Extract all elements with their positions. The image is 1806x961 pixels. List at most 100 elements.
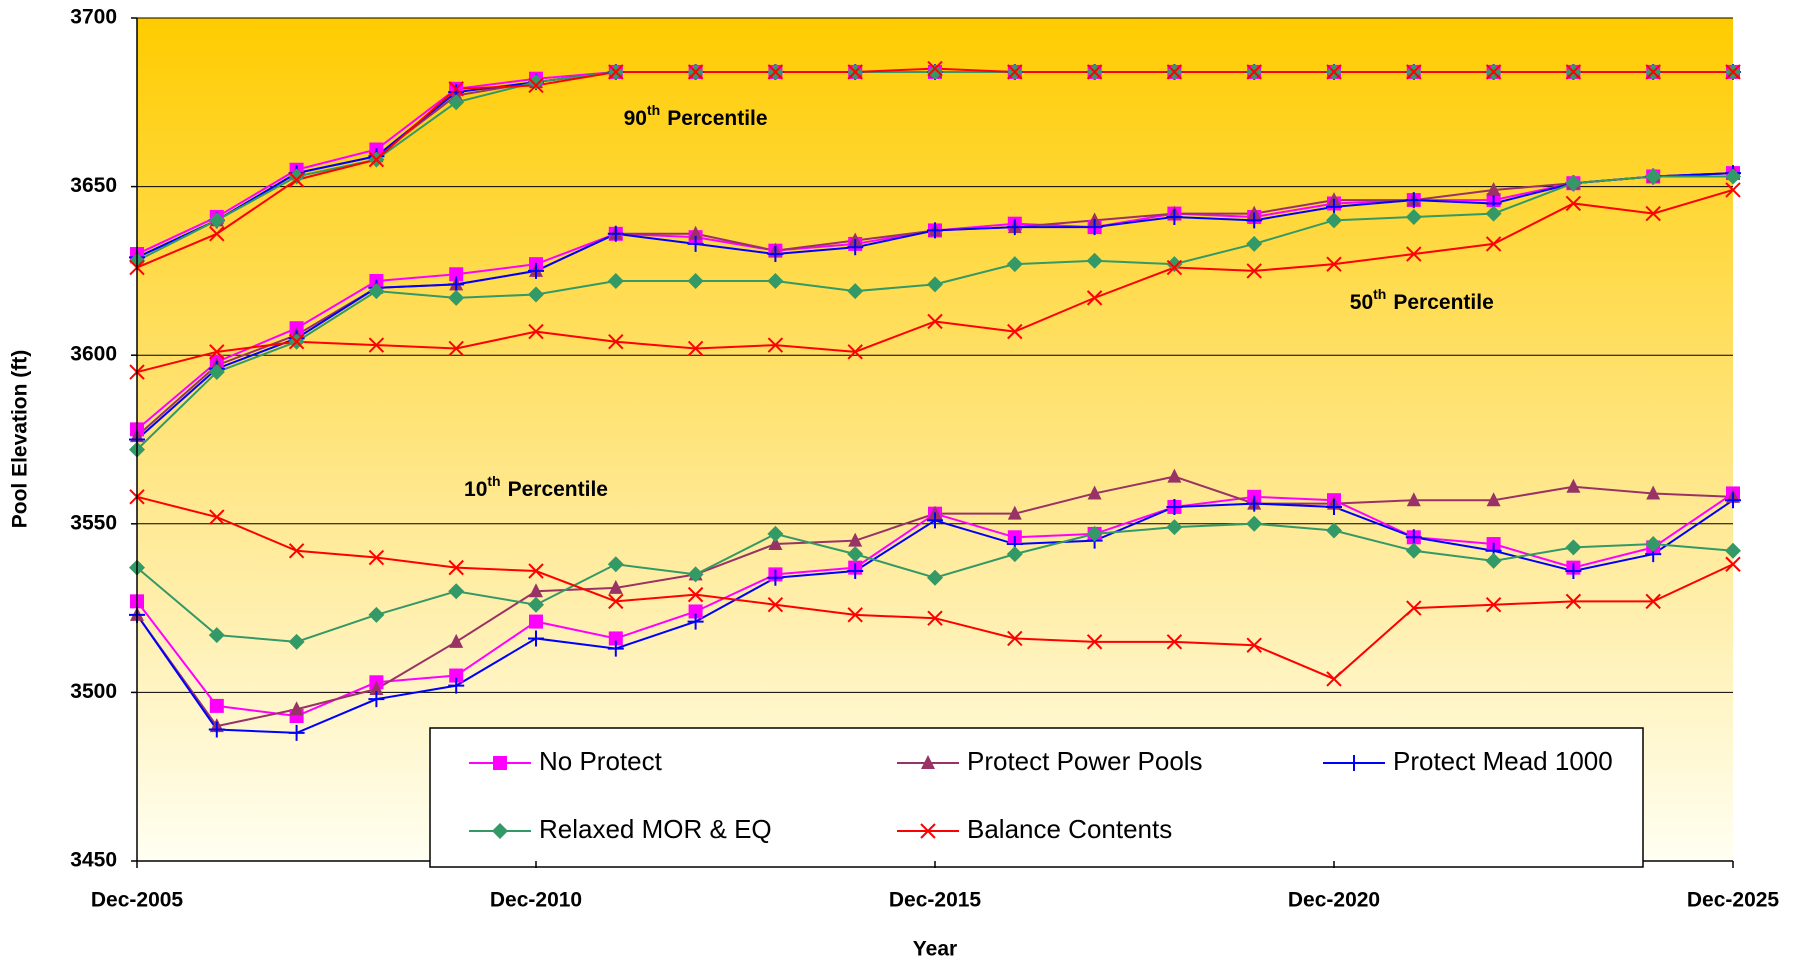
marker bbox=[1006, 219, 1023, 236]
marker bbox=[847, 64, 863, 80]
marker bbox=[767, 597, 784, 613]
marker bbox=[1565, 539, 1582, 556]
marker bbox=[847, 283, 864, 300]
marker bbox=[847, 239, 864, 256]
marker bbox=[767, 64, 784, 80]
x-tick-label: Dec-2010 bbox=[490, 889, 582, 912]
marker bbox=[1485, 205, 1502, 222]
marker bbox=[767, 337, 784, 353]
marker bbox=[1486, 181, 1501, 196]
marker bbox=[1246, 64, 1262, 80]
marker bbox=[607, 273, 624, 290]
annotation-number: 50 bbox=[1350, 290, 1373, 313]
marker bbox=[528, 74, 544, 91]
marker bbox=[1725, 182, 1741, 198]
annotation-suffix: th bbox=[487, 473, 500, 489]
marker bbox=[1166, 634, 1183, 650]
marker bbox=[767, 569, 784, 586]
marker bbox=[767, 246, 784, 263]
marker bbox=[927, 63, 943, 80]
marker bbox=[767, 273, 784, 290]
marker bbox=[1007, 323, 1023, 340]
marker bbox=[529, 583, 543, 598]
annotation: 10th Percentile bbox=[464, 473, 608, 501]
marker bbox=[1405, 529, 1422, 546]
marker bbox=[687, 235, 704, 252]
marker bbox=[1485, 236, 1502, 252]
marker bbox=[1246, 235, 1263, 252]
legend bbox=[429, 727, 1644, 868]
marker bbox=[848, 532, 863, 547]
marker bbox=[209, 698, 224, 713]
legend-entries: No Protect Protect Power Pools Protect Mea… bbox=[469, 746, 1613, 844]
marker bbox=[1406, 600, 1422, 616]
marker bbox=[1645, 205, 1661, 222]
marker bbox=[1566, 478, 1581, 493]
marker bbox=[368, 151, 385, 168]
marker bbox=[847, 546, 864, 563]
marker bbox=[1725, 168, 1741, 185]
marker bbox=[368, 283, 385, 300]
marker bbox=[528, 596, 544, 613]
marker bbox=[608, 64, 624, 80]
x-tick-label: Dec-2020 bbox=[1288, 889, 1380, 912]
marker bbox=[529, 614, 543, 629]
marker bbox=[1246, 212, 1263, 229]
marker bbox=[847, 563, 864, 580]
annotation-suffix: th bbox=[647, 102, 660, 118]
annotation-text: Percentile bbox=[667, 107, 767, 130]
marker bbox=[1007, 630, 1023, 647]
marker bbox=[449, 633, 464, 648]
marker bbox=[448, 340, 464, 357]
marker bbox=[688, 604, 703, 619]
marker bbox=[768, 536, 783, 551]
marker bbox=[1166, 64, 1183, 80]
marker bbox=[607, 640, 624, 657]
marker bbox=[1086, 252, 1103, 269]
marker bbox=[927, 610, 943, 626]
marker bbox=[927, 222, 943, 239]
marker bbox=[608, 579, 623, 594]
marker bbox=[1485, 64, 1502, 80]
marker bbox=[1326, 64, 1342, 80]
marker bbox=[1007, 64, 1023, 80]
marker bbox=[1485, 597, 1502, 613]
marker bbox=[288, 334, 305, 350]
marker bbox=[1406, 492, 1421, 507]
marker bbox=[927, 276, 943, 293]
marker bbox=[1166, 519, 1183, 536]
marker bbox=[368, 549, 385, 566]
marker bbox=[368, 691, 385, 708]
marker bbox=[448, 94, 465, 111]
marker bbox=[927, 569, 943, 586]
marker bbox=[767, 525, 784, 542]
marker bbox=[1086, 525, 1103, 542]
markers bbox=[129, 60, 1741, 741]
marker bbox=[448, 276, 465, 293]
marker bbox=[1086, 290, 1103, 306]
marker bbox=[288, 633, 305, 650]
marker bbox=[448, 583, 465, 600]
marker bbox=[921, 755, 935, 769]
marker bbox=[1406, 246, 1422, 262]
marker bbox=[1326, 671, 1342, 687]
marker bbox=[1246, 495, 1263, 512]
marker bbox=[920, 823, 936, 839]
marker bbox=[927, 512, 943, 529]
y-tick-label: 3650 bbox=[70, 174, 117, 197]
marker bbox=[1167, 468, 1182, 483]
marker bbox=[209, 226, 225, 242]
marker bbox=[288, 543, 305, 559]
marker bbox=[1565, 563, 1582, 580]
marker bbox=[1086, 634, 1103, 650]
marker bbox=[1725, 542, 1741, 559]
marker bbox=[847, 344, 863, 360]
annotation-text: Percentile bbox=[508, 478, 608, 501]
marker bbox=[1166, 498, 1183, 515]
marker bbox=[1405, 208, 1422, 225]
marker bbox=[1006, 546, 1023, 563]
legend-label: Relaxed MOR & EQ bbox=[539, 814, 772, 844]
marker bbox=[1725, 64, 1741, 80]
marker bbox=[1326, 522, 1342, 539]
